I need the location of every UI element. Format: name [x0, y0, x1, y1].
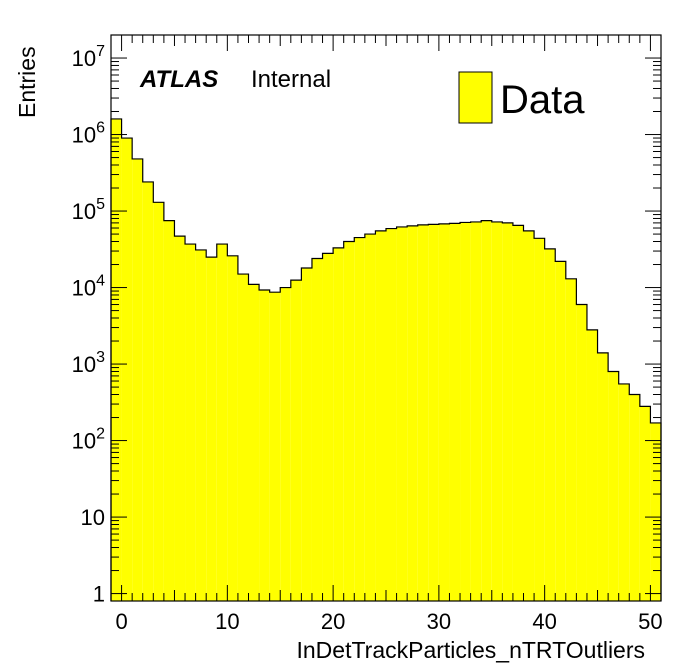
histogram-bar	[364, 234, 376, 601]
histogram-bar	[460, 222, 471, 601]
histogram-bar	[650, 422, 661, 601]
histogram-bar	[216, 244, 228, 601]
histogram-bar	[639, 406, 651, 601]
histogram-bar	[248, 284, 260, 601]
legend-label: Data	[500, 78, 585, 122]
histogram-bar	[132, 158, 143, 601]
x-tick-label: 0	[115, 609, 127, 634]
histogram-bar	[618, 383, 630, 601]
x-tick-label: 10	[215, 609, 239, 634]
histogram-bar	[481, 220, 492, 601]
histogram-bar	[438, 223, 450, 601]
histogram-bar	[396, 226, 408, 601]
histogram-bar	[269, 292, 281, 601]
histogram-bar	[301, 268, 312, 601]
histogram-bar	[597, 352, 609, 601]
atlas-label: ATLAS	[139, 66, 218, 93]
histogram-bar	[470, 221, 482, 601]
histogram-bar	[586, 329, 598, 601]
histogram-bar	[163, 220, 175, 601]
axis-ticks	[110, 34, 662, 601]
x-tick-label: 20	[321, 609, 345, 634]
y-tick-label: 1	[93, 582, 105, 607]
histogram-bar	[428, 224, 439, 601]
y-tick-label: 105	[72, 196, 105, 224]
histogram-bar	[185, 244, 196, 601]
histogram-bar	[512, 225, 524, 601]
histogram-bar	[111, 118, 122, 602]
x-axis-title: InDetTrackParticles_nTRTOutliers	[296, 637, 645, 663]
y-tick-label: 104	[72, 273, 105, 301]
histogram-bar	[502, 222, 513, 601]
histogram-bar	[322, 253, 334, 601]
histogram-bar	[354, 237, 365, 601]
x-tick-label: 50	[638, 609, 662, 634]
histogram-bar	[259, 289, 270, 601]
internal-label: Internal	[251, 66, 331, 93]
y-tick-label: 10	[81, 505, 105, 530]
histogram-bar	[290, 280, 302, 601]
histogram-bar	[565, 278, 577, 601]
histogram-bars	[110, 118, 662, 602]
histogram-bar	[311, 258, 323, 601]
legend-swatch	[458, 71, 493, 124]
histogram-bar	[417, 224, 429, 601]
histogram-bar	[142, 181, 154, 601]
histogram-bar	[449, 223, 461, 601]
tick-labels: 0 10 20 30 40 50 1 10 102 103 104 105 106 107	[72, 43, 663, 634]
histogram-bar	[195, 249, 207, 602]
histogram-bar	[227, 255, 238, 602]
y-tick-label: 107	[72, 43, 105, 71]
histogram-bar	[333, 247, 344, 601]
histogram-bar	[407, 225, 418, 602]
histogram-bar	[608, 371, 619, 601]
y-tick-label: 102	[72, 426, 105, 454]
histogram-bar	[343, 241, 355, 601]
histogram-bar	[523, 230, 535, 601]
y-axis-title: Entries	[14, 46, 40, 118]
histogram-bar	[555, 261, 566, 601]
y-tick-label: 106	[72, 120, 105, 148]
histogram-bar	[386, 228, 397, 601]
histogram-bar	[629, 394, 640, 601]
histogram-bar	[153, 202, 164, 601]
histogram-outline	[110, 118, 662, 601]
histogram-bar	[544, 248, 556, 601]
legend: Data	[458, 71, 585, 124]
histogram-bar	[237, 274, 249, 601]
histogram-bar	[280, 287, 291, 601]
histogram-bar	[375, 230, 386, 601]
histogram-bar	[121, 138, 133, 601]
y-tick-label: 103	[72, 349, 105, 377]
x-tick-label: 40	[532, 609, 556, 634]
histogram-bar	[534, 238, 545, 601]
histogram-bar	[206, 257, 217, 601]
histogram-bar	[576, 304, 587, 601]
histogram-bar	[174, 236, 186, 601]
x-tick-label: 30	[427, 609, 451, 634]
histogram-bar	[491, 221, 503, 601]
